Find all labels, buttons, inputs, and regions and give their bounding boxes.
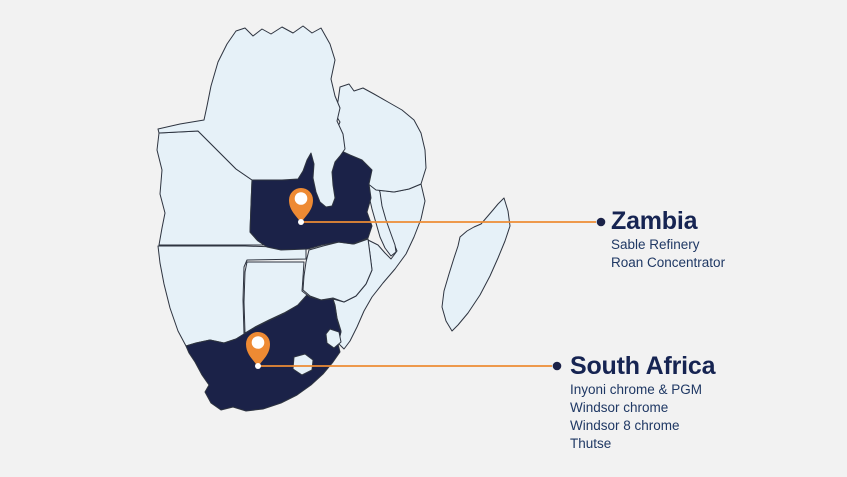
callout-bullet-south-africa <box>552 361 562 371</box>
callout-south-africa: South Africa Inyoni chrome & PGM Windsor… <box>570 352 715 453</box>
callout-item: Roan Concentrator <box>611 255 726 270</box>
callout-title-zambia: Zambia <box>611 207 698 235</box>
callout-zambia: Zambia Sable Refinery Roan Concentrator <box>611 207 725 272</box>
country-madagascar <box>441 197 511 332</box>
country-dr-congo <box>157 25 346 208</box>
country-eswatini <box>325 328 342 349</box>
country-malawi <box>365 180 397 257</box>
callout-item: Inyoni chrome & PGM <box>570 382 703 397</box>
callout-item: Windsor chrome <box>570 400 669 415</box>
callout-title-south-africa: South Africa <box>570 352 716 380</box>
callout-item: Windsor 8 chrome <box>570 418 680 433</box>
callout-item: Thutse <box>570 436 612 451</box>
country-lesotho <box>292 353 314 376</box>
callout-bullet-zambia <box>596 217 606 227</box>
map-pin-south-africa[interactable] <box>246 332 270 369</box>
callout-item: Sable Refinery <box>611 237 700 252</box>
map-pin-zambia[interactable] <box>289 188 313 225</box>
